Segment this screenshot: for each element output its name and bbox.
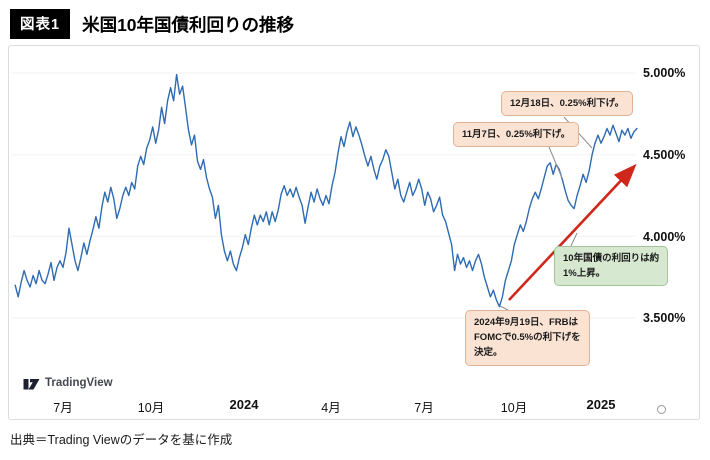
x-axis-label: 10月	[500, 401, 528, 415]
source-note: 出典＝Trading Viewのデータを基に作成	[10, 433, 233, 447]
y-axis-label: 4.000%	[643, 230, 686, 244]
y-axis-label: 3.500%	[643, 311, 686, 325]
y-axis-label: 5.000%	[643, 66, 686, 80]
tradingview-logo: TradingView	[23, 376, 113, 390]
chart-header: 図表1 米国10年国債利回りの推移	[10, 9, 294, 39]
x-axis-label: 10月	[137, 401, 165, 415]
tradingview-logo-text: TradingView	[45, 377, 113, 389]
x-axis-label: 7月	[414, 401, 434, 415]
page-title: 米国10年国債利回りの推移	[82, 14, 295, 35]
annotation-sep-fomc-cut: 2024年9月19日、FRBは FOMCで0.5%の利下げを 決定。	[465, 310, 590, 366]
chart-panel: 5.000% 4.500% 4.000% 3.500% 7月 10月 2024 …	[8, 45, 700, 420]
x-axis-label-year: 2025	[586, 397, 616, 412]
x-axis-label: 7月	[53, 401, 73, 415]
x-axis-label: 4月	[321, 401, 341, 415]
annotation-dec-rate-cut: 12月18日、0.25%利下げ。	[501, 91, 634, 117]
corner-ornament-icon	[657, 405, 666, 414]
tradingview-logo-icon	[23, 379, 40, 390]
y-axis-label: 4.500%	[643, 148, 686, 162]
annotation-yield-rise: 10年国債の利回りは約 1%上昇。	[554, 246, 669, 287]
annotation-nov-rate-cut: 11月7日、0.25%利下げ。	[453, 122, 580, 148]
x-axis-label-year: 2024	[229, 397, 259, 412]
figure-badge: 図表1	[10, 9, 71, 39]
